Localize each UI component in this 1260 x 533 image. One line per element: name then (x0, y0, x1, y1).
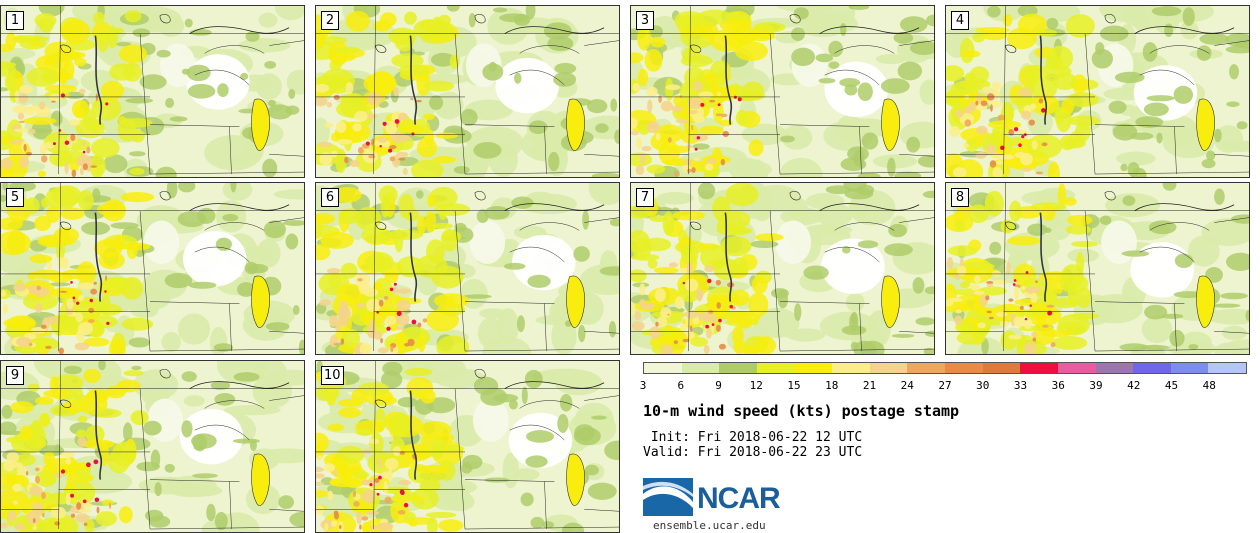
wind-speed-map (316, 6, 619, 177)
colorbar-swatch (1020, 363, 1058, 373)
colorbar-swatch (869, 363, 908, 373)
ncar-logo-text: NCAR (697, 482, 781, 515)
logo-url: ensemble.ucar.edu (653, 519, 766, 532)
init-time: Init: Fri 2018-06-22 12 UTC (643, 430, 863, 445)
wind-speed-map (316, 361, 619, 532)
panel-number: 5 (6, 188, 24, 207)
colorbar-tick-label: 48 (1202, 379, 1216, 392)
colorbar-tick-label: 45 (1164, 379, 1179, 392)
colorbar-swatch (1208, 363, 1246, 373)
wind-speed-map (631, 6, 934, 177)
colorbar-tick-label: 33 (1013, 379, 1028, 392)
colorbar-tick-label: 30 (976, 379, 990, 392)
colorbar-tick-label: 9 (715, 379, 722, 392)
wind-speed-map (316, 183, 619, 354)
colorbar-tick-label: 6 (677, 379, 685, 392)
wind-speed-map (1, 361, 304, 532)
ncar-logo-icon (643, 478, 693, 516)
panel-number: 8 (951, 188, 969, 207)
colorbar-swatch (1057, 363, 1096, 373)
member-panel-1: 1 (0, 5, 305, 178)
member-panel-4: 4 (945, 5, 1250, 178)
colorbar-labels: 3 6 9 12 15 18 21 24 27 30 33 36 39 42 45 48 (639, 379, 1247, 393)
member-panel-8: 8 (945, 182, 1250, 355)
wind-speed-map (946, 183, 1249, 354)
colorbar-swatch (982, 363, 1021, 373)
wind-speed-map (631, 183, 934, 354)
panel-number: 9 (6, 366, 24, 385)
panel-number: 2 (321, 11, 339, 30)
colorbar-swatch (1170, 363, 1209, 373)
colorbar-tick-label: 24 (900, 379, 914, 392)
panel-number: 10 (321, 366, 344, 385)
colorbar-tick-label: 21 (862, 379, 877, 392)
colorbar-tick-label: 15 (787, 379, 801, 392)
panel-number: 7 (636, 188, 654, 207)
panel-number: 6 (321, 188, 339, 207)
colorbar-tick-label: 3 (639, 379, 647, 392)
wind-speed-map (1, 183, 304, 354)
member-panel-6: 6 (315, 182, 620, 355)
colorbar-tick-label: 27 (938, 379, 952, 392)
colorbar-tick-label: 42 (1127, 379, 1141, 392)
member-panel-7: 7 (630, 182, 935, 355)
wind-speed-map (946, 6, 1249, 177)
member-panel-10: 10 (315, 360, 620, 533)
page-title: 10-m wind speed (kts) postage stamp (643, 402, 960, 420)
panel-number: 1 (6, 11, 24, 30)
member-panel-9: 9 (0, 360, 305, 533)
panel-number: 4 (951, 11, 969, 30)
colorbar-swatch (1095, 363, 1134, 373)
colorbar-swatch (945, 363, 983, 373)
colorbar-swatch (756, 363, 795, 373)
colorbar-tick-label: 39 (1089, 379, 1103, 392)
colorbar-swatch (681, 363, 720, 373)
colorbar-tick-label: 18 (825, 379, 839, 392)
colorbar-swatch (794, 363, 833, 373)
colorbar-swatch (907, 363, 945, 373)
colorbar-swatch (644, 363, 682, 373)
colorbar-swatch (719, 363, 757, 373)
member-panel-2: 2 (315, 5, 620, 178)
panel-number: 3 (636, 11, 654, 30)
colorbar (643, 362, 1247, 374)
colorbar-tick-label: 12 (749, 379, 763, 392)
wind-speed-map (1, 6, 304, 177)
colorbar-swatch (832, 363, 870, 373)
member-panel-3: 3 (630, 5, 935, 178)
colorbar-tick-label: 36 (1051, 379, 1065, 392)
colorbar-swatch (1133, 363, 1171, 373)
valid-time: Valid: Fri 2018-06-22 23 UTC (643, 445, 863, 460)
member-panel-5: 5 (0, 182, 305, 355)
